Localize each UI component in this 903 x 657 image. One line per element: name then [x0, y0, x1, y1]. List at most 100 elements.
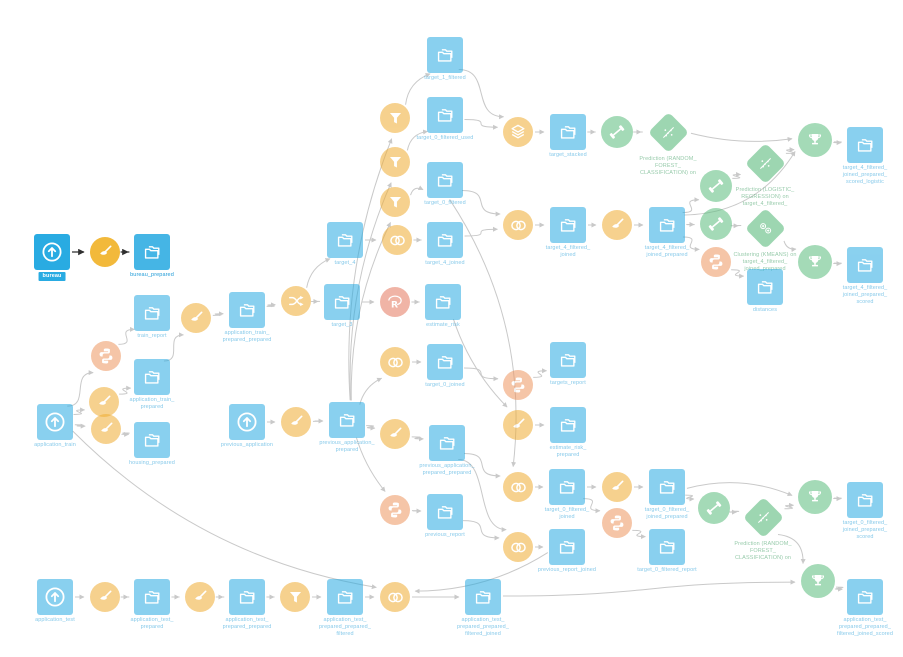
dataset-t0fj[interactable]: target_0_filtered_ joined	[545, 469, 589, 520]
dataset-bureau[interactable]: bureau	[34, 234, 70, 282]
node-label: application_test_ prepared	[130, 617, 174, 631]
dataset-t0f_report[interactable]: target_0_filtered_report	[637, 529, 697, 573]
dataset-distances[interactable]: distances	[747, 269, 783, 313]
recipe-join_test[interactable]	[380, 582, 410, 612]
dataset-t4fjp[interactable]: target_4_filtered_ joined_prepared	[645, 207, 689, 258]
recipe-python_targets[interactable]	[503, 370, 533, 400]
recipe-py_train[interactable]	[91, 341, 121, 371]
dataset-t1f[interactable]: target_1_filtered	[424, 37, 466, 81]
folder-icon	[141, 586, 163, 608]
recipe-join_t0f[interactable]	[503, 472, 533, 502]
dataset-target_stacked[interactable]: target_stacked	[549, 114, 587, 158]
recipe-prep_test1[interactable]	[90, 582, 120, 612]
flow-edge	[785, 147, 795, 154]
dataset-t0f_used[interactable]: target_0_filtered_used	[417, 97, 473, 141]
dataset-targets_report[interactable]: targets_report	[550, 342, 586, 386]
recipe-broom_prev2[interactable]	[380, 419, 410, 449]
recipe-train_log[interactable]	[700, 170, 732, 202]
recipe-train_rf1[interactable]	[601, 116, 633, 148]
recipe-prep_bureau[interactable]	[90, 237, 120, 267]
recipe-prep_prev[interactable]	[281, 407, 311, 437]
recipe-python_prev[interactable]	[380, 495, 410, 525]
model-model_log[interactable]: Prediction (LOGISTIC_ REGRESSION) on tar…	[736, 141, 794, 207]
dataset-t0fjp[interactable]: target_0_filtered_ joined_prepared	[645, 469, 689, 520]
recipe-prep_at1[interactable]	[89, 387, 119, 417]
recipe-train_km[interactable]	[700, 208, 732, 240]
dataset-at_prep_prep[interactable]: application_train_ prepared_prepared	[223, 292, 271, 343]
node-label: previous_application_ prepared	[319, 440, 375, 454]
recipe-trophy_rf2[interactable]	[798, 480, 832, 514]
recipe-funnel_3[interactable]	[380, 187, 410, 217]
dataset-target_4[interactable]: target_4	[327, 222, 363, 266]
folder-icon	[656, 214, 678, 236]
recipe-prep_at2[interactable]	[181, 303, 211, 333]
dataset-prev_prepared[interactable]: previous_application_ prepared	[319, 402, 375, 453]
flow-edge	[73, 407, 86, 415]
dataset-at_test_prepared[interactable]: application_test_ prepared	[131, 579, 173, 630]
node-label: Prediction (RANDOM_ FOREST_ CLASSIFICATI…	[639, 156, 697, 177]
dataset-target_4_joined[interactable]: target_4_joined	[425, 222, 465, 266]
dataset-previous_report[interactable]: previous_report	[425, 494, 465, 538]
dataset-bureau_prepared[interactable]: bureau_prepared	[130, 234, 174, 278]
recipe-broom_t0f[interactable]	[602, 472, 632, 502]
dataset-at_test_ppf[interactable]: application_test_ prepared_prepared_ fil…	[319, 579, 371, 637]
model-model_rf2[interactable]: Prediction (RANDOM_ FOREST_ CLASSIFICATI…	[734, 495, 792, 561]
dataset-at_test_pp[interactable]: application_test_ prepared_prepared	[223, 579, 271, 630]
flow-edge	[685, 494, 695, 502]
recipe-trophy_test[interactable]	[801, 564, 835, 598]
dataset-train_report[interactable]: train_report	[134, 295, 170, 339]
dataset-at_test_scored[interactable]: application_test_ prepared_prepared_ fil…	[837, 579, 893, 637]
recipe-python_t0f[interactable]	[602, 508, 632, 538]
dataset-t4_scored_log[interactable]: target_4_filtered_ joined_prepared_ scor…	[843, 127, 887, 185]
recipe-split[interactable]	[281, 286, 311, 316]
model-model_km[interactable]: Clustering (KMEANS) on target_4_filtered…	[733, 206, 796, 272]
dataset-housing_prepared[interactable]: housing_prepared	[129, 422, 175, 466]
python-icon	[706, 252, 726, 272]
folder-icon	[236, 299, 258, 321]
dataset-at_test_ppfj[interactable]: application_test_ prepared_prepared_ fil…	[457, 579, 509, 637]
dataset-target_3[interactable]: target_3	[324, 284, 360, 328]
recipe-python_dist[interactable]	[701, 247, 731, 277]
recipe-funnel_1[interactable]	[380, 103, 410, 133]
node-label: application_test	[35, 617, 75, 623]
dataset-prev_prep_prep[interactable]: previous_application_ prepared_prepared	[419, 425, 475, 476]
dataset-app_test[interactable]: application_test	[35, 579, 75, 623]
model-model_rf1[interactable]: Prediction (RANDOM_ FOREST_ CLASSIFICATI…	[639, 110, 697, 176]
dataset-t0_scored[interactable]: target_0_filtered_ joined_prepared_ scor…	[843, 482, 887, 540]
dataset-at_prepared[interactable]: application_train_ prepared	[130, 359, 174, 410]
recipe-r_est[interactable]: R	[380, 287, 410, 317]
folder-icon	[141, 241, 163, 263]
recipe-broom_4f[interactable]	[602, 210, 632, 240]
dataset-t4fj[interactable]: target_4_filtered_ joined	[546, 207, 590, 258]
recipe-join_0[interactable]	[380, 347, 410, 377]
recipe-join_prev[interactable]	[503, 532, 533, 562]
recipe-join_4f[interactable]	[503, 210, 533, 240]
recipe-trophy_log[interactable]	[798, 123, 832, 157]
recipe-funnel_test[interactable]	[280, 582, 310, 612]
flow-edge	[632, 529, 646, 540]
flow-edge	[682, 197, 700, 214]
dataset-t0f[interactable]: target_0_filtered	[424, 162, 466, 206]
recipe-prep_housing[interactable]	[91, 414, 121, 444]
recipe-trophy_sc[interactable]	[798, 245, 832, 279]
recipe-prep_test2[interactable]	[185, 582, 215, 612]
recipe-join_4[interactable]	[382, 225, 412, 255]
prediction-icon	[756, 154, 775, 173]
folder-icon	[434, 229, 456, 251]
node-label: distances	[752, 307, 778, 313]
dataset-est_risk_prepared[interactable]: estimate_risk_ prepared	[550, 407, 586, 458]
dataset-t4_scored[interactable]: target_4_filtered_ joined_prepared_ scor…	[843, 247, 887, 305]
recipe-funnel_2[interactable]	[380, 147, 410, 177]
recipe-train_rf2[interactable]	[698, 492, 730, 524]
folder-icon	[854, 134, 876, 156]
dataset-estimate_risk[interactable]: estimate_risk	[425, 284, 461, 328]
recipe-stack[interactable]	[503, 117, 533, 147]
node-label: application_train	[34, 442, 76, 448]
dataset-target_0_joined[interactable]: target_0_joined	[425, 344, 465, 388]
flow-edge	[121, 431, 130, 437]
dataset-prev_app[interactable]: previous_application	[221, 404, 273, 448]
dataset-previous_report_joined[interactable]: previous_report_joined	[538, 529, 596, 573]
recipe-broom_est[interactable]	[503, 410, 533, 440]
dataset-app_train[interactable]: application_train	[34, 404, 76, 448]
